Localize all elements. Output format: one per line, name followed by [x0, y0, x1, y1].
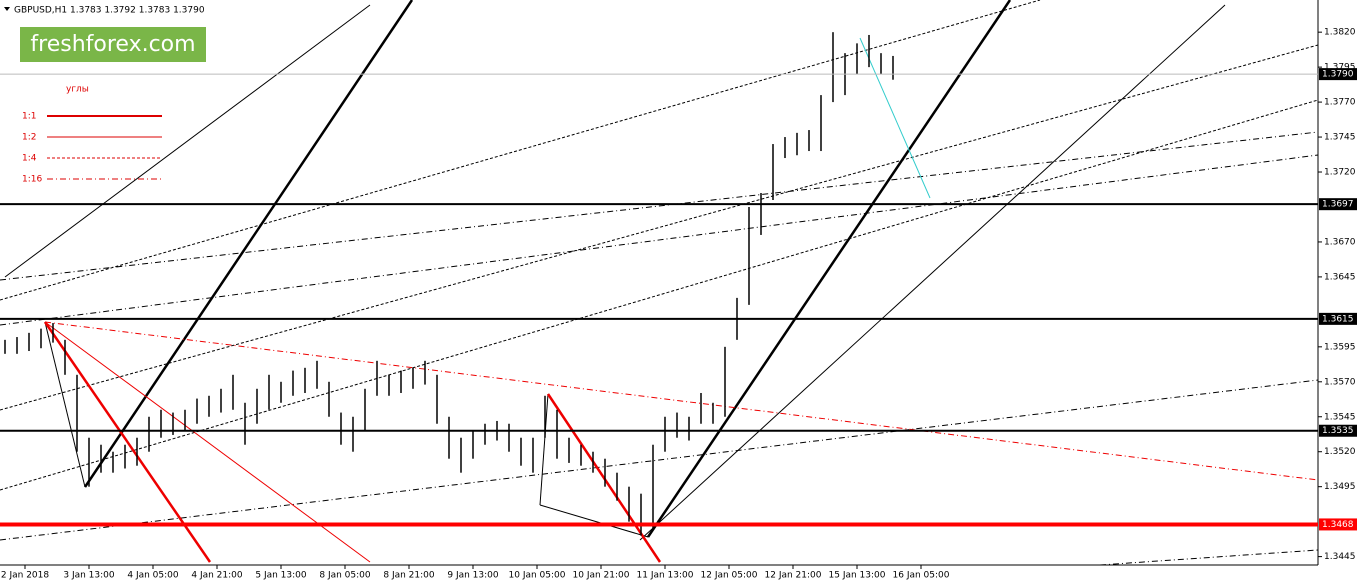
legend-label: 1:2 [22, 133, 36, 143]
legend-title: углы [66, 85, 89, 95]
legend-label: 1:16 [22, 175, 42, 185]
y-tick-label: 1.3570 [1324, 377, 1356, 387]
logo: freshforex.com [30, 32, 195, 57]
drawings [0, 0, 1319, 566]
x-tick-label: 15 Jan 13:00 [829, 571, 886, 581]
fan-line [44, 321, 1319, 481]
trend-line [44, 321, 86, 488]
title-arrow [4, 7, 10, 11]
last-price-label: 1.3790 [1322, 70, 1354, 80]
trend-line [0, 379, 1319, 541]
projection-line [859, 37, 931, 199]
level-label-box [1319, 312, 1357, 325]
x-tick-label: 11 Jan 13:00 [637, 571, 694, 581]
trend-line [4, 4, 371, 278]
x-tick-label: 3 Jan 13:00 [63, 571, 115, 581]
level-label-box [1319, 518, 1357, 531]
x-tick-label: 12 Jan 21:00 [765, 571, 822, 581]
chart-title: GBPUSD,H1 1.3783 1.3792 1.3783 1.3790 [14, 6, 205, 16]
y-tick-label: 1.3795 [1324, 63, 1356, 73]
x-tick-label: 10 Jan 21:00 [573, 571, 630, 581]
trend-line [0, 44, 1319, 411]
fan-line [44, 321, 371, 563]
x-tick-label: 5 Jan 13:00 [255, 571, 307, 581]
level-label: 1.3697 [1322, 200, 1354, 210]
x-tick-label: 9 Jan 13:00 [447, 571, 499, 581]
x-tick-label: 16 Jan 05:00 [893, 571, 950, 581]
trend-line [539, 504, 649, 538]
trend-line [539, 393, 549, 506]
y-tick-label: 1.3770 [1324, 98, 1356, 108]
fan-line [43, 321, 212, 563]
y-tick-label: 1.3745 [1324, 133, 1356, 143]
trend-line [639, 4, 1226, 541]
trend-line [1099, 549, 1319, 566]
y-tick-label: 1.3445 [1324, 552, 1356, 562]
trend-line [646, 0, 1012, 538]
y-tick-label: 1.3595 [1324, 342, 1356, 352]
x-tick-label: 8 Jan 05:00 [319, 571, 371, 581]
legend-label: 1:1 [22, 112, 36, 122]
legend-label: 1:4 [22, 154, 37, 164]
trend-line [0, 99, 1319, 491]
last-price-box [1319, 68, 1357, 81]
y-tick-label: 1.3820 [1324, 28, 1356, 38]
x-tick-label: 4 Jan 21:00 [191, 571, 243, 581]
x-tick-label: 8 Jan 21:00 [383, 571, 435, 581]
y-tick-label: 1.3670 [1324, 237, 1356, 247]
level-label: 1.3535 [1322, 426, 1354, 436]
x-tick-label: 12 Jan 05:00 [701, 571, 758, 581]
level-label: 1.3468 [1322, 520, 1354, 530]
y-tick-label: 1.3520 [1324, 447, 1356, 457]
y-tick-label: 1.3495 [1324, 482, 1356, 492]
y-tick-label: 1.3645 [1324, 272, 1356, 282]
level-label: 1.3615 [1322, 314, 1354, 324]
fan-line [546, 393, 662, 563]
level-label-box [1319, 424, 1357, 437]
trend-line [83, 0, 414, 488]
x-tick-label: 10 Jan 05:00 [509, 571, 566, 581]
level-label-box [1319, 198, 1357, 211]
y-tick-label: 1.3545 [1324, 412, 1356, 422]
y-tick-label: 1.3720 [1324, 168, 1356, 178]
trend-line [0, 131, 1319, 281]
trend-line [0, 0, 1041, 301]
logo-box [20, 27, 206, 62]
x-tick-label: 2 Jan 2018 [1, 571, 49, 581]
trend-line [0, 154, 1319, 326]
x-tick-label: 4 Jan 05:00 [127, 571, 179, 581]
